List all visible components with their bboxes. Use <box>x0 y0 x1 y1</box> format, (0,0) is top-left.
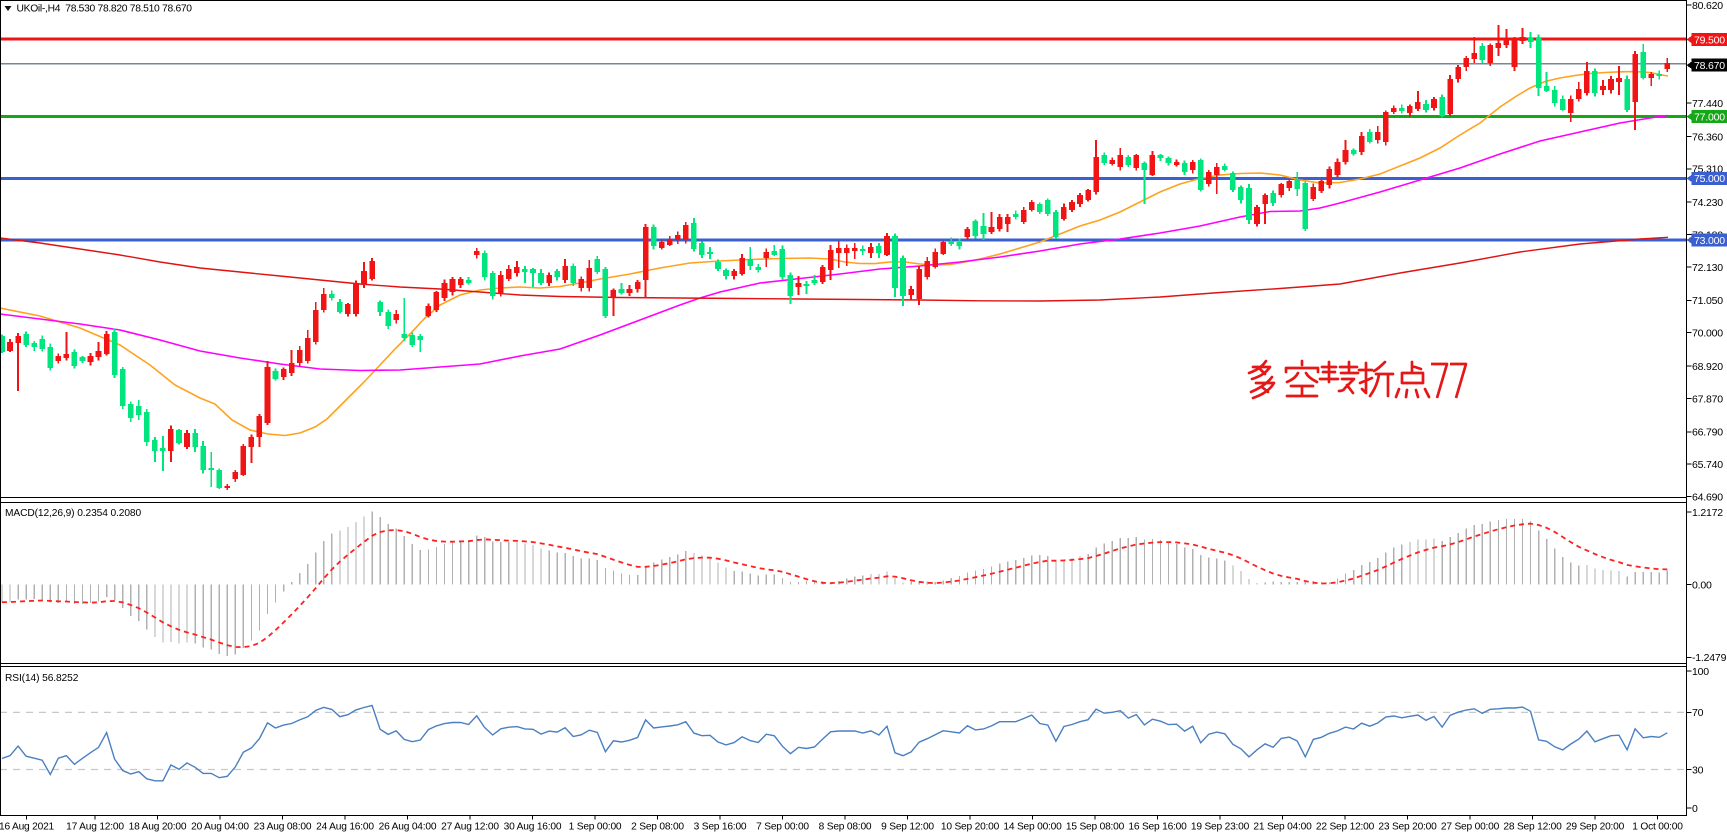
svg-text:66.790: 66.790 <box>1692 427 1723 439</box>
svg-text:19 Sep 23:00: 19 Sep 23:00 <box>1191 822 1250 833</box>
svg-text:64.690: 64.690 <box>1692 491 1723 503</box>
svg-text:1.2172: 1.2172 <box>1692 507 1723 519</box>
svg-text:27 Aug 12:00: 27 Aug 12:00 <box>441 822 499 833</box>
svg-text:UKOil-,H4 78.530 78.820 78.51: UKOil-,H4 78.530 78.820 78.510 78.670 <box>17 4 193 15</box>
svg-text:RSI(14) 56.8252: RSI(14) 56.8252 <box>5 673 79 684</box>
svg-text:0.00: 0.00 <box>1692 579 1712 591</box>
svg-text:30: 30 <box>1692 764 1704 776</box>
svg-text:27 Sep 00:00: 27 Sep 00:00 <box>1441 822 1500 833</box>
svg-text:70: 70 <box>1692 707 1704 719</box>
svg-text:71.050: 71.050 <box>1692 295 1723 307</box>
svg-text:17 Aug 12:00: 17 Aug 12:00 <box>66 822 124 833</box>
svg-text:79.500: 79.500 <box>1694 34 1725 46</box>
svg-text:8 Sep 08:00: 8 Sep 08:00 <box>819 822 872 833</box>
svg-text:1 Sep 00:00: 1 Sep 00:00 <box>569 822 622 833</box>
svg-text:68.920: 68.920 <box>1692 361 1723 373</box>
svg-text:28 Sep 12:00: 28 Sep 12:00 <box>1503 822 1562 833</box>
svg-text:77.440: 77.440 <box>1692 98 1723 110</box>
svg-text:14 Sep 00:00: 14 Sep 00:00 <box>1003 822 1062 833</box>
svg-text:65.740: 65.740 <box>1692 459 1723 471</box>
svg-text:30 Aug 16:00: 30 Aug 16:00 <box>504 822 562 833</box>
svg-text:29 Sep 20:00: 29 Sep 20:00 <box>1566 822 1625 833</box>
svg-text:70.000: 70.000 <box>1692 328 1723 340</box>
svg-text:-1.2479: -1.2479 <box>1692 652 1727 664</box>
svg-text:MACD(12,26,9) 0.2354 0.2080: MACD(12,26,9) 0.2354 0.2080 <box>5 508 141 519</box>
svg-text:72.130: 72.130 <box>1692 262 1723 274</box>
svg-text:16 Sep 16:00: 16 Sep 16:00 <box>1128 822 1187 833</box>
svg-text:1 Oct 00:00: 1 Oct 00:00 <box>1632 822 1683 833</box>
svg-text:15 Sep 08:00: 15 Sep 08:00 <box>1066 822 1125 833</box>
svg-text:20 Aug 04:00: 20 Aug 04:00 <box>191 822 249 833</box>
svg-text:10 Sep 20:00: 10 Sep 20:00 <box>941 822 1000 833</box>
svg-text:23 Aug 08:00: 23 Aug 08:00 <box>254 822 312 833</box>
svg-text:80.620: 80.620 <box>1692 0 1723 12</box>
svg-text:2 Sep 08:00: 2 Sep 08:00 <box>631 822 684 833</box>
svg-text:67.870: 67.870 <box>1692 393 1723 405</box>
svg-text:75.000: 75.000 <box>1694 173 1725 185</box>
svg-text:76.360: 76.360 <box>1692 131 1723 143</box>
svg-text:24 Aug 16:00: 24 Aug 16:00 <box>316 822 374 833</box>
svg-text:16 Aug 2021: 16 Aug 2021 <box>0 822 55 833</box>
svg-text:26 Aug 04:00: 26 Aug 04:00 <box>379 822 437 833</box>
svg-text:0: 0 <box>1692 803 1698 815</box>
svg-text:74.230: 74.230 <box>1692 197 1723 209</box>
svg-text:7 Sep 00:00: 7 Sep 00:00 <box>756 822 809 833</box>
svg-text:73.000: 73.000 <box>1694 235 1725 247</box>
svg-text:23 Sep 20:00: 23 Sep 20:00 <box>1378 822 1437 833</box>
svg-text:21 Sep 04:00: 21 Sep 04:00 <box>1253 822 1312 833</box>
svg-text:3 Sep 16:00: 3 Sep 16:00 <box>694 822 747 833</box>
svg-text:77.000: 77.000 <box>1694 111 1725 123</box>
svg-text:22 Sep 12:00: 22 Sep 12:00 <box>1316 822 1375 833</box>
svg-text:18 Aug 20:00: 18 Aug 20:00 <box>129 822 187 833</box>
svg-text:78.670: 78.670 <box>1694 60 1725 72</box>
svg-text:100: 100 <box>1692 666 1709 678</box>
svg-text:9 Sep 12:00: 9 Sep 12:00 <box>881 822 934 833</box>
